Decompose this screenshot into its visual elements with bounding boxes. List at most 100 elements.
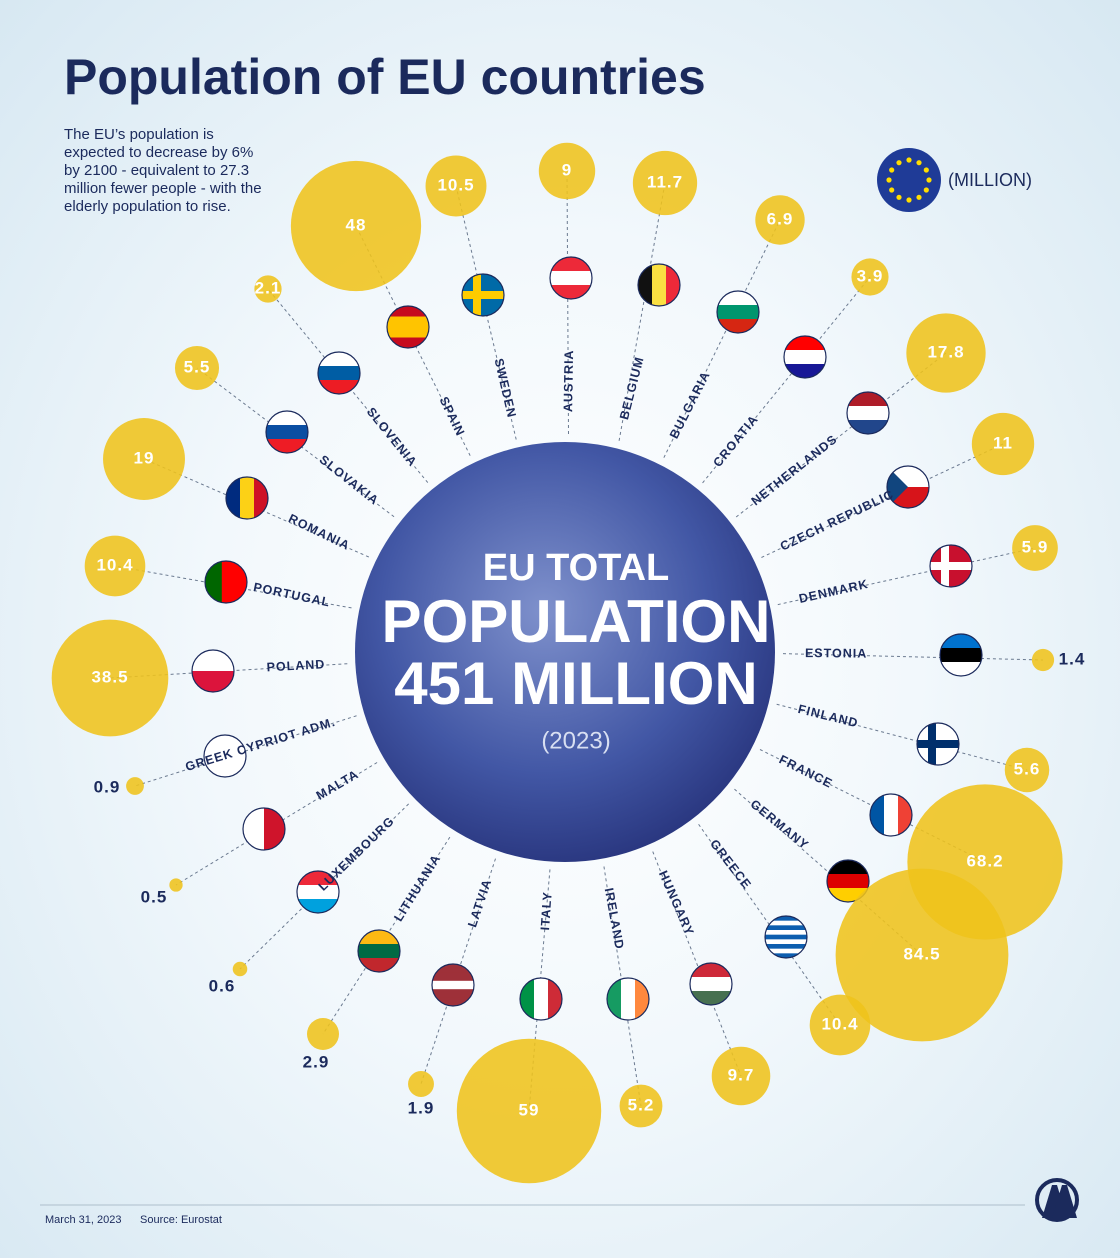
flag-part [666, 264, 680, 306]
bubble [174, 345, 220, 391]
star [926, 177, 932, 183]
value-label: 5.6 [1014, 759, 1041, 778]
bubble [456, 1038, 602, 1184]
country-label: LATVIA [465, 877, 494, 929]
flag [690, 963, 732, 1005]
flag-border [296, 870, 340, 914]
bubble [306, 1017, 340, 1051]
flag-border [204, 560, 248, 604]
flag-part [387, 306, 429, 317]
bubble [755, 195, 805, 245]
flag-border [606, 977, 650, 1021]
flag-part [520, 978, 535, 1020]
flag-part [690, 991, 732, 1005]
flag-part [827, 874, 869, 889]
flag [387, 306, 429, 348]
flag-part [264, 808, 285, 850]
flag-part [473, 274, 481, 316]
country-label: LUXEMBOURG [316, 814, 398, 894]
flag-part [898, 794, 912, 836]
flag-part [887, 466, 908, 508]
flag-part [717, 319, 759, 333]
center-line: POPULATION [382, 588, 771, 655]
flag-border [519, 977, 563, 1021]
flag-border [203, 734, 247, 778]
flag-border [846, 391, 890, 435]
flag-part [635, 978, 649, 1020]
value-label: 68.2 [966, 851, 1003, 870]
flag-part [765, 934, 807, 940]
star [916, 194, 922, 200]
flag [870, 794, 912, 836]
flag-border [929, 544, 973, 588]
country-label: ITALY [538, 891, 555, 931]
flag-part [432, 989, 474, 999]
flag-part [941, 545, 949, 587]
country-label: BULGARIA [667, 369, 713, 441]
flag [940, 634, 982, 676]
flag-part [548, 978, 562, 1020]
country-label: AUSTRIA [561, 349, 576, 412]
flag-part [652, 264, 667, 306]
flag-border [886, 465, 930, 509]
country-label: LITHUANIA [391, 852, 443, 924]
center-line: (2023) [541, 727, 610, 754]
star [916, 160, 922, 166]
flag-border [461, 273, 505, 317]
flag-border [431, 963, 475, 1007]
bubble [851, 258, 889, 296]
flag-part [192, 650, 234, 672]
country-label: DENMARK [798, 577, 870, 606]
flag-part [358, 944, 400, 959]
value-label: 11 [993, 433, 1013, 452]
flag [297, 871, 339, 913]
flag-part [387, 337, 429, 348]
value-label: 59 [519, 1100, 540, 1119]
leader-line [702, 276, 871, 484]
flag-part [638, 264, 653, 306]
flag-part [240, 477, 255, 519]
flag-border [716, 290, 760, 334]
leader-line [663, 219, 781, 458]
star [889, 187, 895, 193]
flag [717, 291, 759, 333]
flag [887, 466, 929, 508]
country-label: BELGIUM [617, 355, 647, 421]
flag-part [230, 561, 240, 603]
center-line: EU TOTAL [483, 547, 669, 589]
value-label: 38.5 [91, 667, 128, 686]
flag [205, 561, 247, 603]
flag-part [784, 350, 826, 365]
flag-part [462, 291, 504, 299]
flag-part [928, 723, 936, 765]
leader-line [761, 443, 1004, 558]
flag [917, 723, 959, 765]
flag-part [870, 794, 885, 836]
country-label: PORTUGAL [252, 580, 331, 610]
flag-part [221, 561, 231, 603]
bubble [51, 619, 169, 737]
country-label: MALTA [314, 767, 362, 803]
bubble [971, 412, 1035, 476]
logo [1035, 1178, 1079, 1222]
flag-part [884, 794, 899, 836]
star [896, 194, 902, 200]
value-label: 0.6 [209, 976, 236, 995]
flag-part [266, 411, 308, 426]
flag-border [265, 410, 309, 454]
flag-part [432, 997, 474, 1006]
footer-source: Source: Eurostat [140, 1214, 222, 1226]
flag-border [317, 351, 361, 395]
flag [930, 545, 972, 587]
flag-border [764, 915, 808, 959]
flag [204, 735, 246, 777]
flag-part [940, 634, 982, 649]
star [889, 167, 895, 173]
flag-part [765, 944, 807, 950]
country-label: GREEK CYPRIOT ADM. [184, 715, 338, 774]
bubble [425, 155, 487, 217]
bubble [169, 878, 183, 892]
value-label: 6.9 [767, 209, 794, 228]
flag-part [765, 925, 807, 931]
leader-line [618, 182, 666, 441]
